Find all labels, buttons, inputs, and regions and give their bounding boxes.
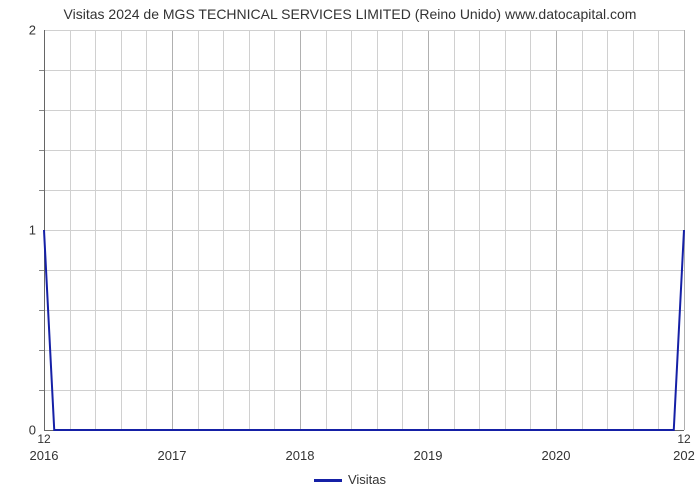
series-line: [44, 30, 684, 430]
y-tick-label: 0: [29, 423, 36, 438]
y-tick-label: 1: [29, 223, 36, 238]
data-point-label: 12: [37, 432, 50, 446]
chart-title: Visitas 2024 de MGS TECHNICAL SERVICES L…: [0, 6, 700, 22]
legend-label: Visitas: [348, 472, 386, 487]
x-tick-label: 2019: [414, 448, 443, 463]
x-tick-label: 2020: [542, 448, 571, 463]
x-gridline-major: [684, 30, 685, 430]
x-tick-label: 2018: [286, 448, 315, 463]
plot-area: 201620172018201920202020121212: [44, 30, 684, 430]
x-tick-label: 2017: [158, 448, 187, 463]
x-tick-label: 2016: [30, 448, 59, 463]
x-tick-label: 202: [673, 448, 695, 463]
y-tick-label: 2: [29, 23, 36, 38]
legend: Visitas: [0, 472, 700, 487]
data-point-label: 12: [677, 432, 690, 446]
legend-swatch: [314, 479, 342, 482]
